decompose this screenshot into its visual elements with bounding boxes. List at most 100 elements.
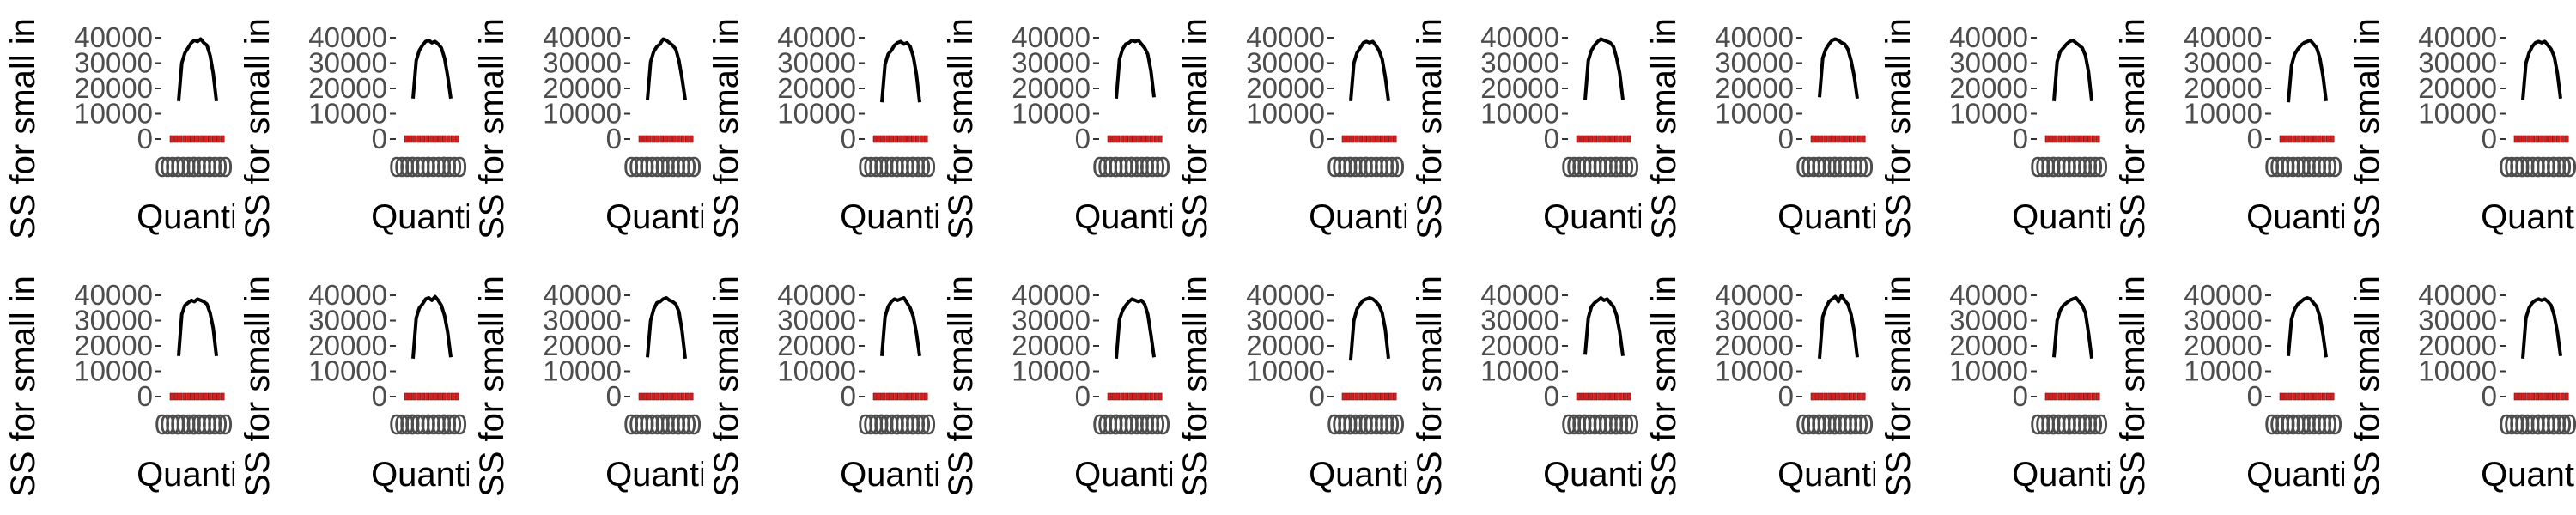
y-tick-label: 10000	[1949, 98, 2028, 130]
bar	[1124, 392, 1129, 401]
bar	[677, 135, 681, 143]
y-tick-label: 0	[606, 123, 622, 154]
bar	[1827, 392, 1832, 401]
bar	[1589, 135, 1594, 143]
bar	[894, 392, 899, 401]
y-tick-label: 10000	[1246, 355, 1325, 387]
x-axis-title: Quanti	[371, 198, 472, 236]
bar	[1107, 392, 1112, 401]
x-tick-label: 0000	[2504, 151, 2567, 183]
bar	[1358, 135, 1364, 143]
bar	[1618, 135, 1623, 143]
bar	[450, 135, 455, 143]
series-line	[1115, 297, 1156, 359]
bar	[1350, 392, 1355, 401]
x-tick-label: 0000	[2280, 409, 2342, 440]
bar	[1823, 135, 1828, 143]
series-line	[1349, 39, 1390, 102]
y-axis-title: SS for small in	[239, 18, 276, 239]
bar	[1128, 135, 1133, 143]
bar	[2555, 135, 2561, 143]
bar	[1580, 392, 1585, 401]
bar	[647, 392, 652, 401]
bar	[199, 135, 204, 143]
x-tick-label: 0000	[170, 409, 233, 440]
bar	[907, 392, 911, 401]
x-axis-title: Quanti	[1777, 456, 1879, 494]
x-tick-label: 0000	[1571, 409, 1634, 440]
y-tick-label: 40000	[1246, 279, 1325, 311]
x-tick-label: 0000	[2264, 151, 2327, 183]
bar	[2057, 135, 2063, 143]
y-tick-label: 10000	[1246, 98, 1325, 130]
bar	[182, 135, 187, 143]
series-line	[1583, 37, 1625, 100]
bar	[220, 135, 225, 143]
y-tick-label: 0	[372, 123, 387, 154]
y-tick-label: 20000	[777, 330, 856, 361]
x-tick-label: 0000	[1806, 151, 1868, 183]
bar	[2548, 135, 2552, 143]
bar	[664, 392, 668, 401]
bar	[1367, 135, 1371, 143]
bar	[204, 135, 208, 143]
bar	[1120, 135, 1125, 143]
bar	[2530, 392, 2536, 401]
x-tick-label: 0000	[2045, 409, 2108, 440]
y-tick-label: 0	[2013, 123, 2028, 154]
bar	[408, 392, 413, 401]
bar	[1380, 135, 1384, 143]
y-tick-label: 30000	[2184, 47, 2263, 79]
bar	[404, 135, 409, 143]
y-tick-label: 30000	[543, 47, 622, 79]
series-line	[880, 296, 921, 357]
bar	[2279, 135, 2284, 143]
y-tick-label: 0	[1075, 123, 1091, 154]
bar	[416, 135, 422, 143]
x-tick-label: 0000	[623, 409, 686, 440]
bar	[186, 135, 191, 143]
y-tick-label: 30000	[1012, 47, 1091, 79]
x-tick-label: 0000	[1327, 151, 1389, 183]
x-tick-label: 0000	[858, 151, 920, 183]
bar	[416, 392, 422, 401]
bar	[1383, 135, 1388, 143]
x-tick-label: 0000	[873, 151, 936, 183]
x-tick-label: 0000	[1103, 151, 1165, 183]
bar	[216, 392, 221, 401]
y-tick-label: 0	[137, 123, 153, 154]
y-tick-label: 40000	[1715, 21, 1794, 53]
bar	[1363, 392, 1368, 401]
bar	[2560, 392, 2565, 401]
bar	[877, 135, 882, 143]
bar	[2287, 392, 2293, 401]
series-line	[2052, 296, 2093, 360]
x-axis-title: Quanti	[2481, 456, 2576, 494]
bar	[1392, 135, 1397, 143]
x-tick-label: 0000	[389, 409, 452, 440]
y-tick-label: 30000	[1480, 305, 1559, 336]
x-tick-label: 0000	[2040, 151, 2103, 183]
bar	[647, 135, 652, 143]
bar	[1133, 135, 1137, 143]
bar	[1115, 392, 1121, 401]
bar	[1584, 135, 1589, 143]
x-tick-label: 0000	[160, 151, 222, 183]
bar	[2057, 392, 2063, 401]
x-tick-label: 0000	[2499, 151, 2561, 183]
bar	[2070, 392, 2075, 401]
bar	[2564, 135, 2569, 143]
bar	[412, 392, 417, 401]
bar	[2075, 135, 2079, 143]
y-tick-label: 30000	[1949, 47, 2028, 79]
bar	[881, 135, 886, 143]
x-tick-label: 0000	[623, 151, 686, 183]
x-tick-label: 0000	[1108, 409, 1170, 440]
bar	[1120, 392, 1125, 401]
